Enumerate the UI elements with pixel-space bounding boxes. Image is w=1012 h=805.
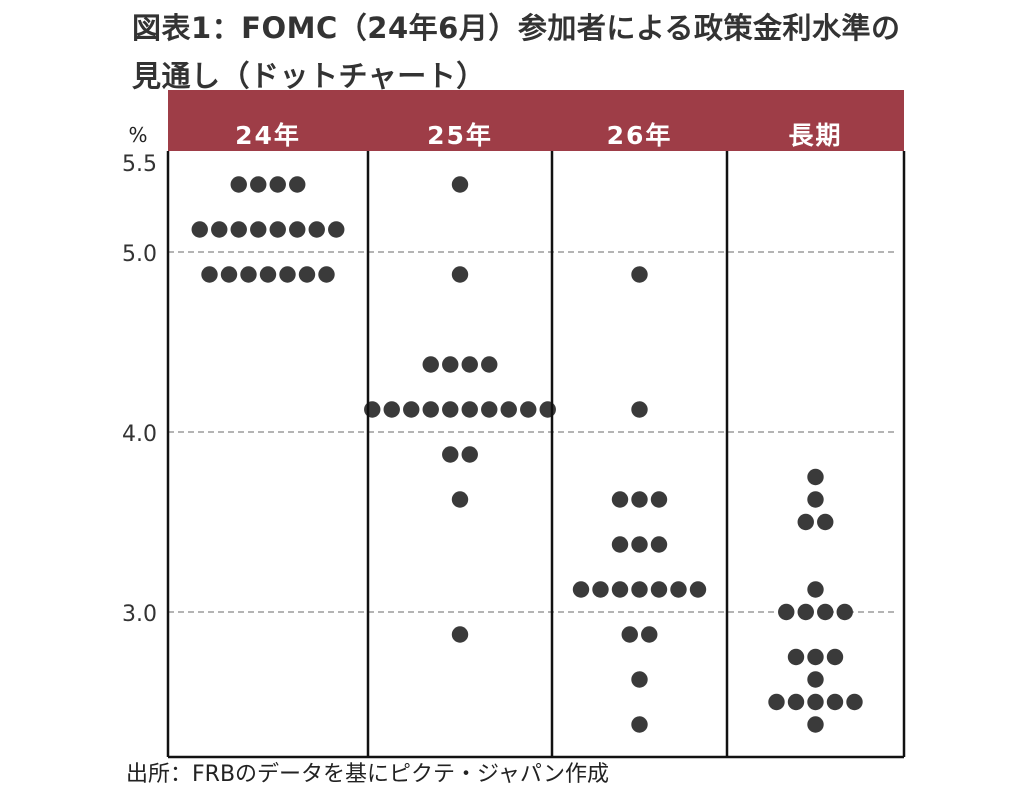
projection-dot (191, 221, 208, 238)
projection-dot (481, 356, 498, 373)
projection-dot (641, 626, 658, 643)
projection-dot (289, 176, 306, 193)
projection-dot (787, 648, 805, 666)
projection-dot (611, 491, 629, 508)
projection-dot (364, 401, 381, 418)
projection-dot (572, 581, 590, 598)
projection-dot (807, 491, 824, 508)
projection-dot (461, 401, 478, 418)
projection-dot (461, 446, 478, 463)
projection-dot (807, 671, 824, 688)
column-header-label: 25年 (427, 121, 493, 150)
projection-dot (318, 266, 335, 283)
projection-dot (230, 176, 247, 193)
projection-dot (539, 401, 556, 418)
projection-dot (670, 581, 687, 598)
projection-dot (631, 266, 648, 283)
projection-dot (631, 716, 648, 733)
column-header-label: 長期 (788, 121, 842, 150)
column-header-band (168, 90, 904, 151)
y-tick-label: 4.0 (122, 422, 157, 447)
projection-dot (451, 491, 469, 508)
projection-dot (846, 693, 863, 711)
projection-dot (279, 266, 296, 283)
projection-dot (250, 176, 267, 193)
projection-dot (631, 671, 648, 688)
projection-dot (451, 266, 469, 283)
projection-dot (308, 221, 325, 238)
projection-dot (611, 536, 629, 553)
y-tick-label: 5.0 (122, 242, 157, 267)
projection-dot (768, 693, 785, 711)
projection-dot (631, 536, 648, 553)
projection-dot (650, 491, 668, 508)
projection-dot (298, 266, 316, 283)
projection-dot (201, 266, 218, 283)
projection-dot (826, 648, 844, 666)
projection-dot (250, 221, 267, 238)
projection-dot (807, 581, 824, 598)
projection-dot (259, 266, 277, 283)
projection-dot (817, 603, 834, 621)
projection-dot (220, 266, 238, 283)
projection-dot (592, 581, 609, 598)
column-header-label: 26年 (607, 121, 673, 150)
projection-dot (328, 221, 345, 238)
projection-dot (621, 626, 638, 643)
projection-dot (442, 401, 459, 418)
column-header-label: 24年 (235, 121, 301, 150)
projection-dot (650, 581, 668, 598)
projection-dot (807, 468, 824, 486)
projection-dot (269, 176, 286, 193)
projection-dot (611, 581, 629, 598)
projection-dot (230, 221, 247, 238)
source-note: 出所：FRBのデータを基にピクテ・ジャパン作成 (126, 762, 610, 787)
projection-dot (807, 693, 824, 711)
projection-dot (403, 401, 420, 418)
projection-dot (240, 266, 257, 283)
projection-dot (631, 401, 648, 418)
projection-dot (422, 356, 439, 373)
chart-title-line-2: 見通し（ドットチャート） (132, 59, 486, 93)
y-tick-label: 3.0 (122, 602, 157, 627)
projection-dot (797, 603, 814, 621)
projection-dot (500, 401, 517, 418)
projection-dot (826, 693, 844, 711)
projection-dot (451, 626, 469, 643)
projection-dot (807, 648, 824, 666)
projection-dot (520, 401, 537, 418)
projection-dot (797, 513, 814, 531)
projection-dot (442, 446, 459, 463)
projection-dot (836, 603, 853, 621)
y-axis-unit-label: % (128, 123, 147, 147)
projection-dot (481, 401, 498, 418)
projection-dot (778, 603, 795, 621)
projection-dot (422, 401, 439, 418)
chart-title-line-1: 図表1：FOMC（24年6月）参加者による政策金利水準の (132, 11, 901, 45)
projection-dot (461, 356, 478, 373)
projection-dot (689, 581, 707, 598)
projection-dot (442, 356, 459, 373)
projection-dot (807, 716, 824, 733)
chart-title: 図表1：FOMC（24年6月）参加者による政策金利水準の 見通し（ドットチャート… (132, 4, 992, 100)
projection-dot (269, 221, 286, 238)
projection-dot (383, 401, 400, 418)
projection-dot (211, 221, 228, 238)
y-tick-label: 5.5 (122, 152, 157, 177)
projection-dot (451, 176, 469, 193)
projection-dot (817, 513, 834, 531)
projection-dot (289, 221, 306, 238)
projection-dot (631, 581, 648, 598)
projection-dot (631, 491, 648, 508)
projection-dot (650, 536, 668, 553)
projection-dot (787, 693, 805, 711)
